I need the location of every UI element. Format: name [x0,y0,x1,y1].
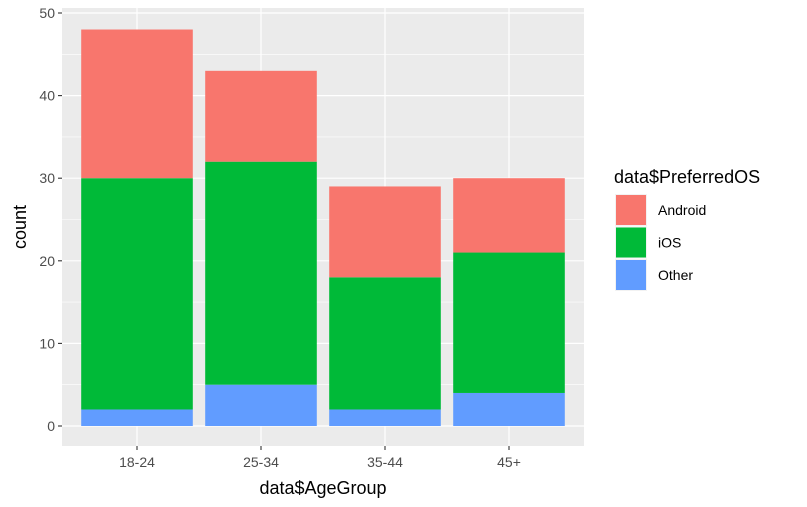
legend-key-android [616,195,646,225]
y-tick-label: 30 [39,170,55,186]
x-tick-label: 35-44 [367,454,403,470]
y-tick-label: 0 [47,418,55,434]
legend-label-other: Other [658,267,693,283]
legend-key-other [616,260,646,290]
bar-other-18-24 [81,409,193,426]
y-axis: 0 10 20 30 40 50 [39,5,62,434]
legend: data$PreferredOS Android iOS Other [614,167,760,291]
bar-android-45+ [453,178,565,253]
x-tick-label: 18-24 [119,454,155,470]
y-tick-label: 10 [39,335,55,351]
bar-android-18-24 [81,29,193,179]
legend-label-ios: iOS [658,235,681,251]
x-tick-label: 25-34 [243,454,279,470]
bar-other-45+ [453,392,565,426]
legend-key-ios [616,227,646,258]
legend-label-android: Android [658,202,706,218]
bar-android-25-34 [205,70,317,162]
bar-other-25-34 [205,384,317,426]
x-axis-title: data$AgeGroup [259,478,386,498]
y-tick-label: 40 [39,88,55,104]
x-tick-label: 45+ [497,454,521,470]
bar-other-35-44 [329,409,441,426]
bar-ios-35-44 [329,277,441,410]
bar-android-35-44 [329,186,441,278]
bar-ios-25-34 [205,161,317,385]
y-axis-title: count [10,205,30,249]
x-axis: 18-24 25-34 35-44 45+ [119,446,521,470]
bar-ios-18-24 [81,178,193,410]
legend-title: data$PreferredOS [614,167,760,187]
bar-ios-45+ [453,252,565,393]
y-tick-label: 20 [39,253,55,269]
y-tick-label: 50 [39,5,55,21]
bars [81,29,565,426]
